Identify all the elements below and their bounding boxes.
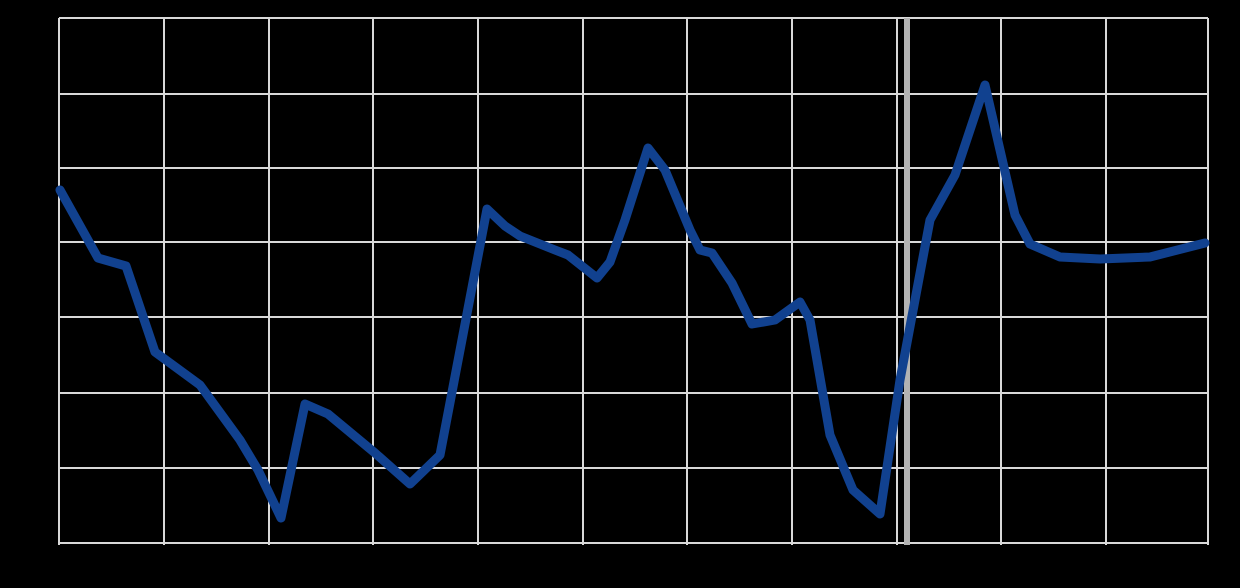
chart-series bbox=[55, 80, 1210, 523]
y-gridlines bbox=[59, 17, 1208, 544]
series-line-series-1 bbox=[55, 80, 1210, 523]
x-gridlines bbox=[58, 18, 1209, 545]
